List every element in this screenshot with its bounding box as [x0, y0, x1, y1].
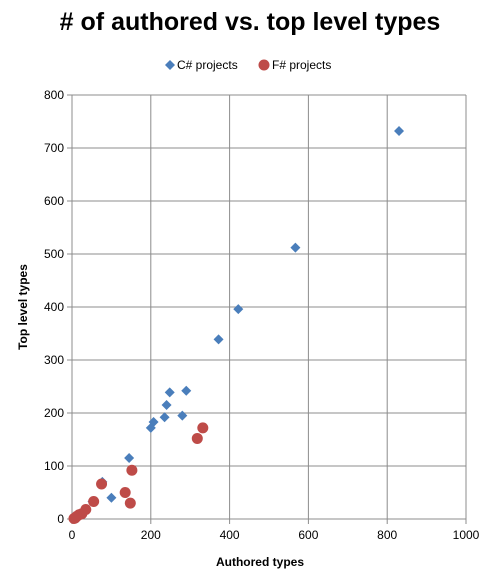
y-tick-label: 300	[44, 353, 64, 367]
legend-label: C# projects	[177, 58, 238, 72]
data-point	[126, 464, 138, 476]
legend-marker	[165, 60, 175, 70]
x-tick-label: 1000	[453, 528, 480, 542]
x-tick-label: 200	[141, 528, 161, 542]
x-axis-title: Authored types	[216, 555, 304, 569]
data-point	[159, 412, 170, 423]
y-tick-label: 200	[44, 406, 64, 420]
data-point	[88, 496, 100, 508]
x-tick-label: 400	[220, 528, 240, 542]
legend-label: F# projects	[272, 58, 331, 72]
data-point	[164, 387, 175, 398]
y-tick-label: 600	[44, 194, 64, 208]
chart-title: # of authored vs. top level types	[59, 8, 441, 36]
y-tick-label: 800	[44, 88, 64, 102]
data-point	[213, 334, 224, 345]
y-tick-label: 100	[44, 459, 64, 473]
data-point	[119, 487, 131, 498]
data-point	[197, 422, 209, 434]
data-point	[124, 453, 135, 464]
y-tick-label: 500	[44, 247, 64, 261]
data-point	[145, 422, 156, 433]
x-tick-label: 600	[298, 528, 318, 542]
axes	[67, 94, 467, 524]
x-tick-label: 0	[69, 528, 76, 542]
data-point	[290, 242, 301, 253]
series-fsharp	[68, 422, 209, 524]
y-tick-label: 700	[44, 141, 64, 155]
data-point	[106, 492, 117, 503]
data-point	[68, 512, 80, 524]
legend: C# projects F# projects	[165, 58, 331, 72]
y-axis-title: Top level types	[16, 264, 30, 350]
data-point	[181, 385, 192, 396]
series-csharp	[72, 126, 405, 522]
data-points	[68, 126, 405, 524]
y-tick-label: 0	[57, 512, 64, 526]
data-point	[124, 497, 136, 509]
grid-lines	[72, 94, 467, 519]
legend-marker	[258, 59, 270, 71]
data-point	[96, 478, 108, 490]
tick-labels: 0 100 200 300 400 500 600 700 800 0 200 400 600 800 10…	[44, 88, 480, 542]
x-tick-label: 800	[377, 528, 397, 542]
y-tick-label: 400	[44, 300, 64, 314]
data-point	[161, 400, 172, 411]
data-point	[233, 304, 244, 315]
data-point	[177, 410, 188, 421]
data-point	[191, 432, 203, 444]
data-point	[394, 126, 405, 137]
